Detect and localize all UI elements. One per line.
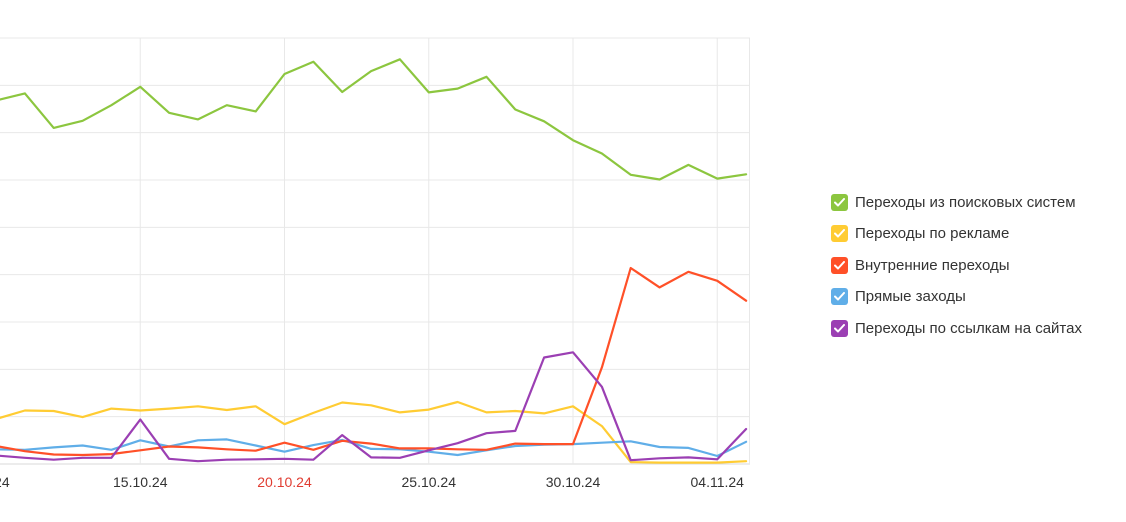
legend-label: Переходы по рекламе <box>855 225 1010 242</box>
x-tick-label: 0.24 <box>0 474 10 490</box>
series-line-1 <box>0 400 748 464</box>
series-line-4 <box>0 351 748 463</box>
x-tick-label: 04.11.24 <box>691 474 745 490</box>
checkbox-checked-icon[interactable] <box>831 319 848 337</box>
x-tick-label: 25.10.24 <box>402 474 457 490</box>
checkbox-checked-icon[interactable] <box>831 193 848 211</box>
legend-item[interactable]: Переходы по рекламе <box>831 224 1082 244</box>
series-line-2 <box>0 266 748 457</box>
legend-label: Переходы из поисковых систем <box>855 193 1076 211</box>
x-tick-label: 15.10.24 <box>113 474 168 490</box>
checkbox-checked-icon[interactable] <box>831 256 848 274</box>
checkbox-checked-icon[interactable] <box>831 288 848 305</box>
legend-item[interactable]: Переходы из поисковых систем <box>831 192 1082 212</box>
checkbox-checked-icon[interactable] <box>831 225 848 242</box>
chart-plot-area: 0.24 15.10.24 20.10.24 25.10.24 30.10.24 04.1… <box>0 37 750 490</box>
series-line-0 <box>0 58 748 181</box>
legend-item[interactable]: Прямые заходы <box>831 287 1082 307</box>
legend-label: Переходы по ссылкам на сайтах <box>855 319 1082 337</box>
legend-label: Прямые заходы <box>855 288 966 305</box>
x-tick-label: 20.10.24 <box>257 474 312 490</box>
x-tick-label: 30.10.24 <box>546 474 601 490</box>
chart-legend: Переходы из поисковых систем Переходы по … <box>831 192 1082 350</box>
legend-item[interactable]: Переходы по ссылкам на сайтах <box>831 318 1082 338</box>
legend-label: Внутренние переходы <box>855 256 1010 274</box>
legend-item[interactable]: Внутренние переходы <box>831 255 1082 275</box>
